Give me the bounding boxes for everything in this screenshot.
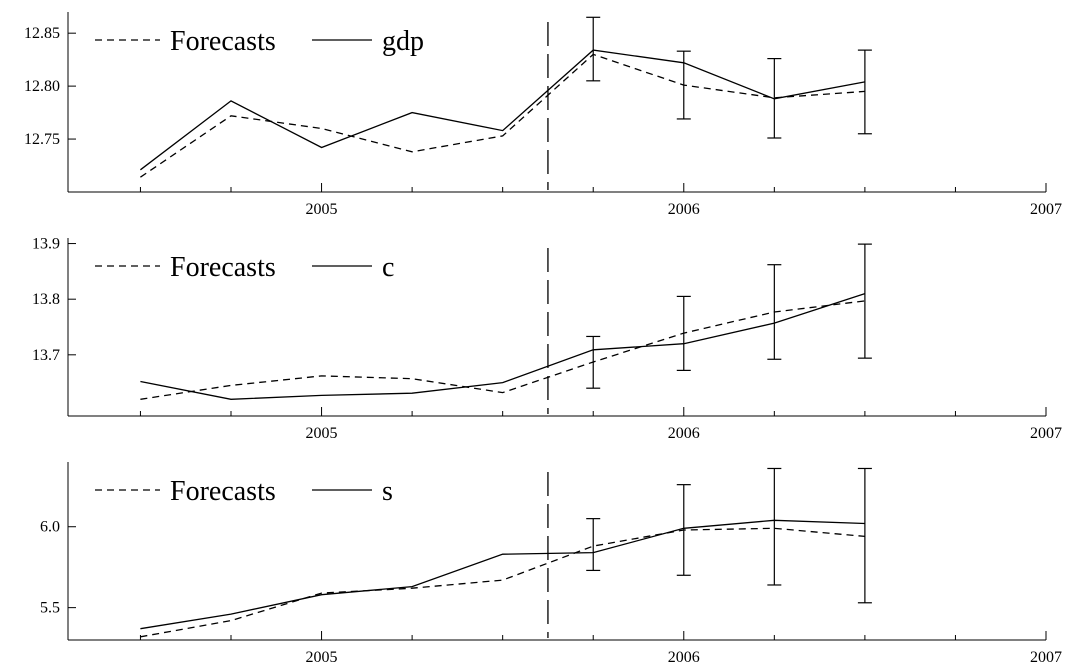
error-bar	[767, 467, 782, 586]
y-tick-label: 13.7	[32, 347, 60, 364]
x-tick-label: 2005	[306, 649, 338, 666]
y-tick-label: 12.85	[24, 25, 60, 42]
x-tick-label: 2005	[306, 201, 338, 218]
legend-label-actual: gdp	[382, 26, 424, 57]
x-tick-label: 2006	[668, 425, 700, 442]
y-tick-label: 12.80	[24, 78, 60, 95]
legend-label-actual: s	[382, 476, 393, 507]
forecast-series-line	[140, 53, 865, 178]
y-tick-label: 13.9	[32, 236, 60, 253]
y-tick-label: 5.5	[40, 600, 60, 617]
y-tick-label: 12.75	[24, 131, 60, 148]
x-tick-label: 2007	[1030, 425, 1062, 442]
x-tick-label: 2005	[306, 425, 338, 442]
legend-label-forecasts: Forecasts	[170, 476, 276, 507]
gdp-panel: 2005 2006 2007 12.75 12.80 12.85 Forecasts gdp	[24, 12, 1062, 218]
x-tick-label: 2006	[668, 649, 700, 666]
error-bar	[857, 467, 872, 604]
s-panel: 2005 2006 2007 5.5 6.0 Forecasts s	[40, 462, 1062, 666]
forecast-series-line	[140, 300, 865, 400]
y-tick-label: 6.0	[40, 519, 60, 536]
c-panel: 2005 2006 2007 13.7 13.8 13.9 Forecasts c	[32, 236, 1062, 442]
actual-series-line-c	[140, 292, 866, 400]
x-tick-label: 2006	[668, 201, 700, 218]
actual-series-line-s	[140, 519, 865, 630]
x-tick-label: 2007	[1030, 201, 1062, 218]
error-bar	[586, 16, 601, 82]
legend-label-actual: c	[382, 252, 394, 283]
forecast-series-line	[140, 527, 865, 638]
y-tick-label: 13.8	[32, 291, 60, 308]
legend-label-forecasts: Forecasts	[170, 252, 276, 283]
actual-series-line-gdp	[140, 49, 866, 171]
x-tick-label: 2007	[1030, 649, 1062, 666]
error-bar	[857, 243, 872, 359]
legend-label-forecasts: Forecasts	[170, 26, 276, 57]
error-bar	[586, 518, 601, 572]
